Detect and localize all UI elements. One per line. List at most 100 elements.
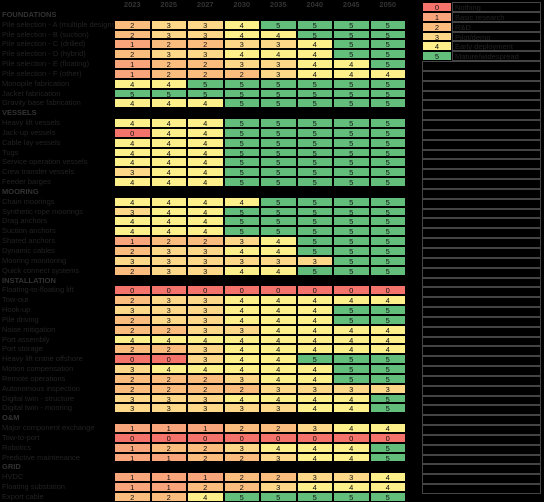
legend-grid (422, 425, 541, 435)
score-cell: 1 (114, 442, 151, 453)
score-cell: 4 (150, 364, 187, 374)
score-cell: 3 (150, 295, 187, 306)
row-label: Dynamic cables (2, 246, 55, 255)
score-cell: 4 (333, 442, 370, 453)
score-cell: 0 (114, 285, 151, 296)
score-cell: 3 (260, 68, 297, 79)
legend-grid (422, 169, 541, 180)
score-cell: 4 (260, 373, 297, 384)
score-cell: 4 (114, 177, 151, 187)
score-cell: 5 (260, 19, 297, 30)
legend-grid (422, 228, 541, 239)
score-cell: 3 (114, 255, 151, 266)
legend-grid (422, 316, 541, 327)
score-cell: 4 (150, 147, 187, 158)
score-cell: 5 (260, 196, 297, 207)
score-cell: 5 (333, 246, 370, 256)
score-cell: 0 (260, 285, 297, 296)
score-cell: 5 (369, 157, 406, 168)
legend-grid (422, 61, 541, 71)
score-cell: 4 (114, 147, 151, 158)
score-cell: 4 (223, 295, 260, 306)
legend-value: 4 (422, 41, 452, 52)
score-cell: 4 (114, 334, 151, 345)
column-header: 2045 (342, 0, 360, 9)
score-cell: 3 (187, 393, 224, 404)
score-cell: 0 (369, 432, 406, 443)
score-cell: 4 (260, 236, 297, 246)
score-cell: 3 (187, 19, 224, 30)
score-cell: 3 (223, 59, 260, 69)
score-cell: 5 (333, 492, 370, 502)
row-label: Export cable (2, 492, 44, 501)
score-cell: 5 (223, 157, 260, 168)
score-cell: 4 (187, 167, 224, 178)
score-cell: 3 (187, 295, 224, 306)
score-cell: 3 (260, 39, 297, 50)
score-cell: 4 (296, 68, 333, 79)
score-cell: 5 (369, 88, 406, 99)
score-cell: 4 (150, 177, 187, 187)
score-cell: 4 (150, 78, 187, 89)
score-cell: 5 (260, 137, 297, 148)
score-cell: 5 (223, 78, 260, 89)
score-cell: 5 (369, 78, 406, 89)
legend-grid (422, 366, 541, 376)
score-cell: 3 (296, 255, 333, 266)
score-cell: 2 (114, 373, 151, 384)
score-cell: 4 (333, 482, 370, 492)
score-cell: 1 (150, 452, 187, 463)
score-cell: 5 (260, 118, 297, 128)
score-cell: 4 (296, 324, 333, 335)
score-cell: 5 (296, 226, 333, 237)
score-cell: 5 (369, 314, 406, 325)
score-cell: 3 (150, 49, 187, 60)
score-cell: 4 (260, 344, 297, 355)
score-cell: 5 (296, 167, 333, 178)
score-cell: 5 (369, 137, 406, 148)
score-cell: 3 (187, 305, 224, 315)
score-cell: 3 (187, 324, 224, 335)
score-cell: 4 (369, 344, 406, 355)
score-cell: 4 (223, 29, 260, 40)
score-cell: 5 (333, 305, 370, 315)
score-cell: 5 (260, 127, 297, 138)
score-cell: 2 (187, 39, 224, 50)
legend-value: 3 (422, 31, 452, 42)
score-cell: 1 (150, 423, 187, 433)
score-cell: 4 (187, 137, 224, 148)
score-cell: 3 (187, 344, 224, 355)
score-cell: 5 (260, 78, 297, 89)
score-cell: 5 (296, 98, 333, 109)
score-cell: 5 (296, 29, 333, 40)
section-title: FOUNDATIONS (2, 9, 57, 19)
score-cell: 5 (333, 206, 370, 217)
score-cell: 2 (223, 482, 260, 492)
row-label: Hook-up (2, 305, 31, 315)
legend-label: Pilot/demo (452, 31, 541, 42)
score-cell: 3 (296, 472, 333, 483)
score-cell: 5 (369, 49, 406, 60)
score-cell: 2 (187, 452, 224, 463)
score-cell: 5 (369, 442, 406, 453)
score-cell: 2 (150, 492, 187, 502)
score-cell: 2 (114, 324, 151, 335)
score-cell: 5 (333, 39, 370, 50)
legend-grid (422, 90, 541, 101)
legend-grid (422, 395, 541, 406)
score-cell: 3 (150, 255, 187, 266)
score-cell: 5 (333, 88, 370, 99)
score-cell: 5 (333, 364, 370, 374)
score-cell: 0 (114, 354, 151, 365)
score-cell: 5 (333, 373, 370, 384)
score-cell: 5 (296, 127, 333, 138)
score-cell: 3 (260, 403, 297, 414)
score-cell: 4 (187, 216, 224, 227)
score-cell: 0 (114, 127, 151, 138)
score-cell: 5 (369, 265, 406, 276)
score-cell: 4 (296, 305, 333, 315)
score-cell: 4 (260, 364, 297, 374)
legend-grid (422, 267, 541, 278)
score-cell: 0 (333, 285, 370, 296)
row-label: Autonomous inspection (2, 383, 80, 393)
